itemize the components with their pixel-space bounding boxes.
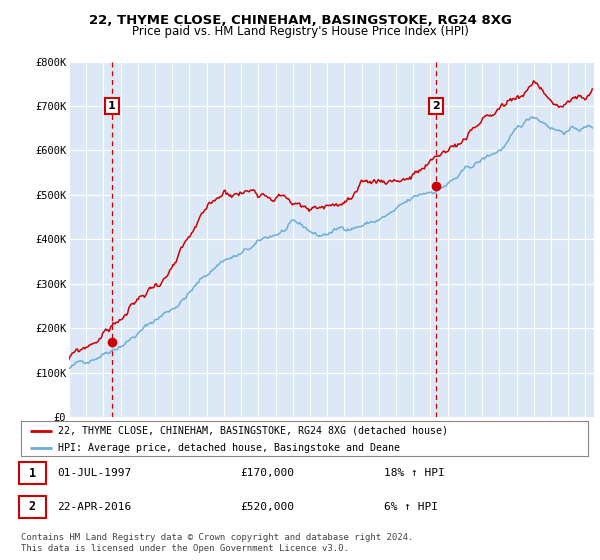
Text: £520,000: £520,000 [240, 502, 294, 512]
Text: 22-APR-2016: 22-APR-2016 [57, 502, 131, 512]
Text: 1: 1 [108, 101, 116, 111]
Text: 6% ↑ HPI: 6% ↑ HPI [384, 502, 438, 512]
Text: £170,000: £170,000 [240, 468, 294, 478]
Text: 18% ↑ HPI: 18% ↑ HPI [384, 468, 445, 478]
Text: Contains HM Land Registry data © Crown copyright and database right 2024.
This d: Contains HM Land Registry data © Crown c… [21, 533, 413, 553]
Text: 01-JUL-1997: 01-JUL-1997 [57, 468, 131, 478]
Text: 1: 1 [29, 466, 36, 480]
Text: 2: 2 [432, 101, 440, 111]
Text: Price paid vs. HM Land Registry's House Price Index (HPI): Price paid vs. HM Land Registry's House … [131, 25, 469, 38]
Text: 22, THYME CLOSE, CHINEHAM, BASINGSTOKE, RG24 8XG (detached house): 22, THYME CLOSE, CHINEHAM, BASINGSTOKE, … [58, 426, 448, 436]
Text: HPI: Average price, detached house, Basingstoke and Deane: HPI: Average price, detached house, Basi… [58, 442, 400, 452]
Text: 2: 2 [29, 500, 36, 514]
Text: 22, THYME CLOSE, CHINEHAM, BASINGSTOKE, RG24 8XG: 22, THYME CLOSE, CHINEHAM, BASINGSTOKE, … [89, 14, 511, 27]
